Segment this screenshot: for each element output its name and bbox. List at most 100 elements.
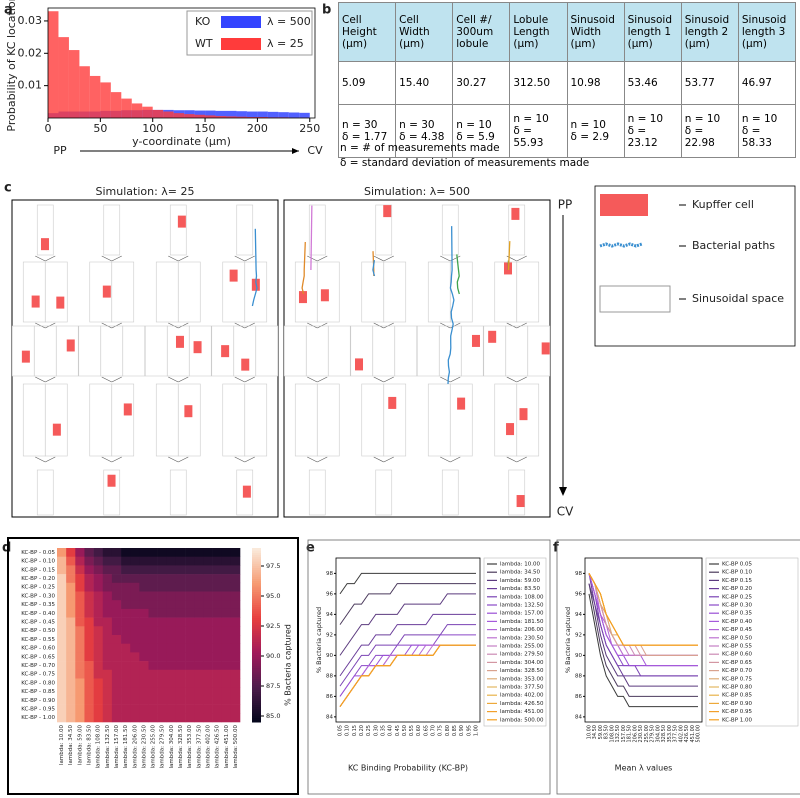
heat-cell (102, 695, 113, 705)
heat-cell (203, 600, 213, 610)
series-line (339, 644, 476, 697)
heat-cell (148, 695, 158, 705)
sinusoid (394, 325, 418, 377)
heat-cell (139, 635, 149, 644)
sinusoid (527, 325, 551, 377)
colorbar-step (252, 606, 261, 610)
stat-line: δ = 55.93 (513, 125, 544, 149)
heat-cell (194, 704, 204, 714)
heat-cell (139, 695, 149, 705)
heat-cell (102, 565, 113, 575)
colorbar-step (252, 665, 261, 669)
heat-cell (166, 669, 177, 679)
legend-entry: KC-BP 0.15 (722, 578, 753, 584)
heat-cell (75, 669, 85, 679)
legend-text: Kupffer cell (692, 198, 754, 211)
heat-cell (185, 713, 195, 723)
heat-cell (148, 704, 158, 714)
x-tick-label: lambda: 426.50 (215, 725, 221, 769)
x-tick-label: lambda: 279.50 (160, 725, 166, 769)
heat-cell (175, 600, 186, 610)
branch (383, 322, 394, 329)
heat-cell (221, 652, 232, 662)
heat-cell (57, 687, 67, 697)
kupffer-cell (488, 330, 497, 343)
heat-cell (230, 687, 241, 697)
heat-cell (84, 652, 94, 662)
x-tick-label: 0.15 (352, 725, 358, 736)
hist-bar (246, 111, 258, 118)
heat-cell (139, 556, 149, 566)
heat-cell (157, 678, 168, 688)
heat-cell (139, 626, 149, 636)
heat-cell (221, 661, 232, 671)
sinusoid (372, 325, 396, 377)
heat-cell (185, 669, 195, 679)
branch (450, 376, 461, 383)
x-tick-label: 0.20 (359, 725, 365, 736)
legend-entry: lambda: 157.00 (500, 611, 544, 617)
colorbar-step (252, 689, 261, 693)
heat-cell (185, 600, 195, 610)
hist-bar (299, 112, 310, 118)
kupffer-cell (56, 296, 65, 309)
header-cell: Sinusoid length 1 (μm) (623, 2, 682, 62)
heat-cell (203, 643, 213, 653)
heat-cell (148, 591, 158, 601)
hist-bar (236, 111, 247, 118)
heat-cell (230, 617, 241, 627)
kupffer-cell (298, 291, 307, 304)
heat-cell (166, 704, 177, 714)
heat-cell (166, 695, 177, 705)
plot-frame (335, 557, 481, 723)
heat-cell (66, 565, 76, 575)
heat-cell (130, 643, 140, 653)
kupffer-cell (193, 341, 202, 354)
kupffer-cell (229, 269, 238, 282)
heat-cell (166, 643, 177, 653)
colorbar-tick-label: 90.0 (266, 652, 280, 660)
colorbar-step (252, 554, 261, 558)
heat-cell (75, 565, 85, 575)
sinusoid (89, 383, 113, 457)
heat-cell (93, 617, 104, 627)
heat-cell (230, 643, 241, 653)
branch (178, 456, 189, 463)
heat-cell (139, 661, 149, 671)
heat-cell (203, 695, 213, 705)
legend-entry: KC-BP 0.45 (722, 627, 753, 633)
branch (45, 376, 56, 383)
y-tick-label: KC-BP - 0.20 (21, 576, 55, 582)
kupffer-cell (457, 397, 466, 410)
heat-cell (166, 574, 177, 584)
colorbar-step (252, 591, 261, 595)
sinusoid (441, 469, 459, 516)
hist-bar (58, 37, 69, 118)
heat-cell (194, 608, 204, 618)
sinusoid (361, 383, 385, 457)
x-tick-label: 0 (45, 122, 52, 135)
heat-cell (221, 687, 232, 697)
colorbar-step (252, 643, 261, 647)
y-axis-label: % Bacteria captured (315, 607, 323, 673)
heat-cell (93, 574, 104, 584)
sinusoid (375, 204, 393, 256)
colorbar-step (252, 695, 261, 699)
heat-cell (93, 600, 104, 610)
panel-frame (7, 537, 299, 795)
heat-cell (121, 652, 131, 662)
legend-entry: lambda: 108.00 (500, 594, 544, 600)
heat-cell (175, 617, 186, 627)
kupffer-cell (355, 358, 364, 371)
heat-cell (185, 548, 195, 557)
stat-cell: n = 10 δ = 23.12 (623, 104, 682, 158)
heat-cell (75, 574, 85, 584)
colorbar-step (252, 639, 261, 643)
branch (35, 255, 46, 262)
colorbar-step (252, 589, 261, 592)
x-tick-label: lambda: 83.50 (87, 725, 93, 765)
heat-cell (194, 574, 204, 584)
y-tick-label: KC-BP - 0.85 (21, 689, 55, 695)
heat-cell (84, 574, 94, 584)
